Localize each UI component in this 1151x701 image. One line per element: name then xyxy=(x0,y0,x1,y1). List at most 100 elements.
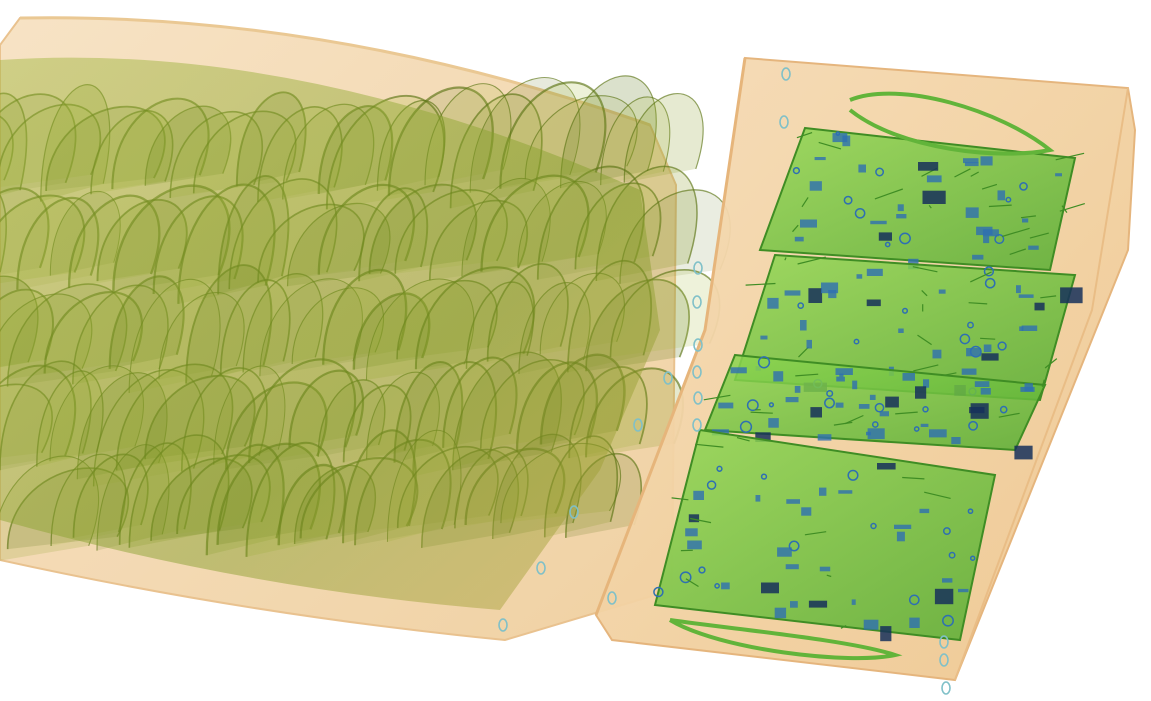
circuit-trace xyxy=(1040,295,1057,299)
component-dense xyxy=(970,403,989,419)
circuit-trace xyxy=(921,289,928,297)
circuit-trace xyxy=(796,132,813,139)
component-chip xyxy=(838,490,853,494)
component-chip xyxy=(870,220,887,225)
component-chip xyxy=(835,368,853,375)
circuit-trace xyxy=(988,204,1012,208)
component-chip xyxy=(1016,285,1021,294)
circuit-trace xyxy=(1009,248,1026,255)
component-chip xyxy=(821,282,839,294)
component-round xyxy=(679,571,692,584)
component-chip xyxy=(894,524,912,529)
component-round xyxy=(853,338,860,345)
component-chip xyxy=(926,175,942,183)
container-clip xyxy=(692,418,702,432)
circuit-trace xyxy=(924,491,951,499)
component-chip xyxy=(902,373,915,381)
component-round xyxy=(948,551,956,559)
component-chip xyxy=(951,437,961,445)
circuit-trace xyxy=(1044,358,1058,369)
circuit-trace xyxy=(690,517,712,524)
container-clip xyxy=(779,115,789,129)
container-clip xyxy=(781,67,791,81)
container-clip xyxy=(693,391,703,405)
component-chip xyxy=(897,204,904,212)
component-round xyxy=(788,540,800,552)
component-round xyxy=(698,566,706,574)
container-clip xyxy=(663,371,673,385)
component-chip xyxy=(980,388,991,395)
component-chip xyxy=(1055,173,1062,177)
circuit-trace xyxy=(798,346,809,358)
container-clip xyxy=(939,653,949,667)
component-round xyxy=(1019,182,1028,191)
component-chip xyxy=(790,601,798,608)
component-round xyxy=(870,522,877,530)
component-round xyxy=(1005,196,1012,203)
container-clip xyxy=(692,295,702,309)
circuit-trace xyxy=(928,205,932,209)
component-chip xyxy=(768,418,779,428)
component-dense xyxy=(885,396,899,408)
circuit-trace xyxy=(1055,152,1085,161)
component-round xyxy=(706,480,717,490)
component-round xyxy=(843,195,853,205)
component-chip xyxy=(966,348,981,357)
component-chip xyxy=(1028,245,1039,250)
component-chip xyxy=(974,381,990,387)
component-round xyxy=(999,405,1008,414)
component-round xyxy=(797,302,805,309)
component-chip xyxy=(801,507,812,516)
circuit-trace xyxy=(970,271,992,283)
component-chip xyxy=(932,349,942,359)
circuit-trace xyxy=(792,224,799,233)
component-round xyxy=(899,232,911,245)
right-container-edge xyxy=(594,57,747,616)
component-round xyxy=(968,420,979,431)
component-chip xyxy=(929,429,947,438)
component-chip xyxy=(896,214,907,219)
component-round xyxy=(969,555,976,561)
component-chip xyxy=(836,376,845,382)
component-chip xyxy=(785,564,799,570)
component-dense xyxy=(1034,302,1045,311)
component-chip xyxy=(730,367,747,374)
component-round xyxy=(908,594,920,606)
component-round xyxy=(922,406,929,413)
component-chip xyxy=(961,368,977,375)
component-chip xyxy=(786,499,800,504)
component-chip xyxy=(832,133,848,143)
component-chip xyxy=(963,158,979,164)
circuit-trace xyxy=(1061,205,1068,213)
container-clip xyxy=(939,635,949,649)
component-dense xyxy=(922,190,946,204)
circuit-trace xyxy=(902,476,925,480)
circuit-trace xyxy=(745,282,776,286)
organic-sheets xyxy=(0,57,731,611)
component-chip xyxy=(839,373,844,377)
component-chip xyxy=(767,297,779,309)
component-chip xyxy=(777,547,792,557)
component-chip xyxy=(785,397,799,403)
circuit-trace xyxy=(954,168,971,178)
component-chip xyxy=(938,289,946,294)
component-dense xyxy=(1060,287,1083,304)
component-dense xyxy=(808,600,828,608)
container-clip xyxy=(569,505,579,519)
component-chip xyxy=(869,394,876,400)
component-chip xyxy=(814,157,826,161)
component-dense xyxy=(915,386,927,399)
circuit-trace xyxy=(968,302,988,305)
container-clip xyxy=(536,561,546,575)
component-chip xyxy=(1021,325,1038,331)
circuit-trace xyxy=(1020,215,1036,219)
component-round xyxy=(746,399,759,412)
container-clip xyxy=(498,618,508,632)
component-chip xyxy=(919,508,930,514)
component-round xyxy=(760,473,768,480)
circuit-trace xyxy=(844,414,864,425)
component-chip xyxy=(800,219,817,228)
component-dense xyxy=(981,353,999,361)
